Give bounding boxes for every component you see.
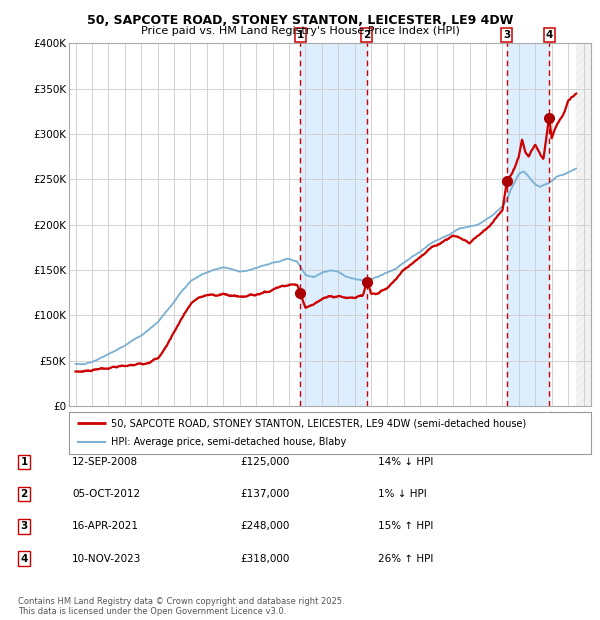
Text: 4: 4: [545, 30, 553, 40]
Bar: [507, 43, 549, 406]
Text: 50, SAPCOTE ROAD, STONEY STANTON, LEICESTER, LE9 4DW: 50, SAPCOTE ROAD, STONEY STANTON, LEICES…: [87, 14, 513, 27]
Text: 15% ↑ HPI: 15% ↑ HPI: [378, 521, 433, 531]
Text: This data is licensed under the Open Government Licence v3.0.: This data is licensed under the Open Gov…: [18, 607, 286, 616]
Text: £318,000: £318,000: [240, 554, 289, 564]
Text: 3: 3: [20, 521, 28, 531]
Text: 1: 1: [20, 457, 28, 467]
Bar: [301, 43, 367, 406]
Text: 4: 4: [20, 554, 28, 564]
Text: 10-NOV-2023: 10-NOV-2023: [72, 554, 142, 564]
Text: 1% ↓ HPI: 1% ↓ HPI: [378, 489, 427, 499]
Text: 1: 1: [297, 30, 304, 40]
Text: 16-APR-2021: 16-APR-2021: [72, 521, 139, 531]
Text: 50, SAPCOTE ROAD, STONEY STANTON, LEICESTER, LE9 4DW (semi-detached house): 50, SAPCOTE ROAD, STONEY STANTON, LEICES…: [111, 418, 526, 428]
FancyBboxPatch shape: [69, 412, 591, 454]
Text: 05-OCT-2012: 05-OCT-2012: [72, 489, 140, 499]
Text: £125,000: £125,000: [240, 457, 289, 467]
Text: Price paid vs. HM Land Registry's House Price Index (HPI): Price paid vs. HM Land Registry's House …: [140, 26, 460, 36]
Text: 2: 2: [20, 489, 28, 499]
Text: 3: 3: [503, 30, 511, 40]
Text: 26% ↑ HPI: 26% ↑ HPI: [378, 554, 433, 564]
Text: Contains HM Land Registry data © Crown copyright and database right 2025.: Contains HM Land Registry data © Crown c…: [18, 597, 344, 606]
Text: £137,000: £137,000: [240, 489, 289, 499]
Text: 12-SEP-2008: 12-SEP-2008: [72, 457, 138, 467]
Text: 2: 2: [364, 30, 371, 40]
Text: £248,000: £248,000: [240, 521, 289, 531]
Text: HPI: Average price, semi-detached house, Blaby: HPI: Average price, semi-detached house,…: [111, 438, 346, 448]
Bar: [576, 43, 591, 406]
Text: 14% ↓ HPI: 14% ↓ HPI: [378, 457, 433, 467]
